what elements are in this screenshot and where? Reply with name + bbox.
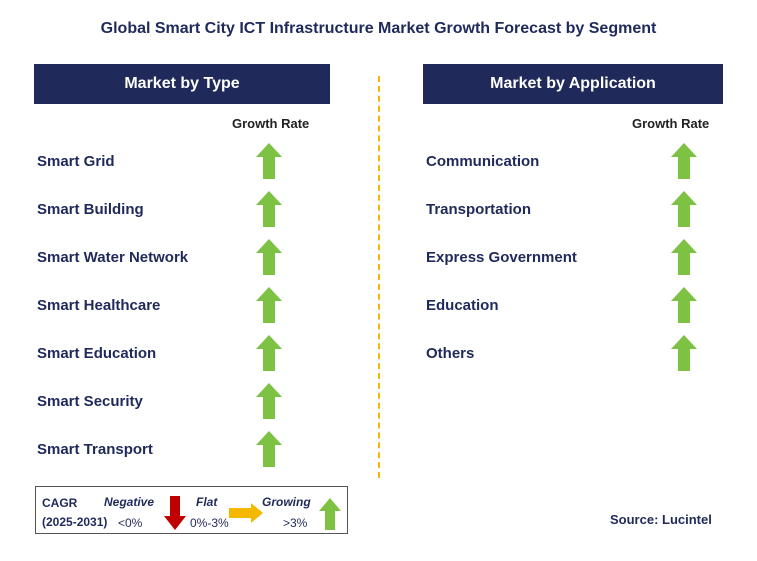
up-arrow-icon	[256, 335, 282, 371]
legend-growing-label: Growing	[262, 495, 311, 509]
up-arrow-icon	[256, 431, 282, 467]
page-title: Global Smart City ICT Infrastructure Mar…	[100, 20, 657, 37]
application-header: Market by Application	[423, 64, 723, 104]
column-divider	[378, 76, 380, 478]
up-arrow-icon	[256, 383, 282, 419]
up-arrow-icon	[671, 335, 697, 371]
type-row-label: Smart Transport	[37, 441, 153, 458]
cagr-legend: CAGR (2025-2031) Negative <0% Flat 0%-3%…	[35, 486, 348, 534]
application-row-label: Express Government	[426, 249, 577, 266]
application-row-label: Others	[426, 345, 475, 362]
type-header: Market by Type	[34, 64, 330, 104]
up-arrow-icon	[256, 143, 282, 179]
type-header-label: Market by Type	[124, 75, 240, 92]
type-row-label: Smart Grid	[37, 153, 115, 170]
application-row-label: Education	[426, 297, 499, 314]
application-growth-rate-label: Growth Rate	[632, 116, 710, 131]
type-row-label: Smart Education	[37, 345, 157, 362]
up-arrow-icon	[671, 239, 697, 275]
source-note: Source: Lucintel	[610, 512, 712, 527]
type-row-label: Smart Building	[37, 201, 144, 218]
legend-negative-label: Negative	[104, 495, 155, 509]
legend-negative-range: <0%	[118, 516, 143, 530]
type-growth-rate-label: Growth Rate	[232, 116, 310, 131]
type-row-label: Smart Water Network	[37, 249, 189, 266]
right-arrow-icon	[229, 503, 263, 523]
legend-growing-range: >3%	[283, 516, 308, 530]
application-header-label: Market by Application	[490, 75, 656, 92]
legend-flat-range: 0%-3%	[190, 516, 229, 530]
up-arrow-icon	[319, 498, 341, 530]
type-row-label: Smart Security	[37, 393, 143, 410]
application-row-label: Transportation	[426, 201, 532, 218]
application-row-label: Communication	[426, 153, 540, 170]
type-row-label: Smart Healthcare	[37, 297, 161, 314]
down-arrow-icon	[164, 496, 186, 530]
up-arrow-icon	[671, 143, 697, 179]
up-arrow-icon	[256, 287, 282, 323]
up-arrow-icon	[256, 191, 282, 227]
legend-flat-label: Flat	[196, 495, 218, 509]
up-arrow-icon	[671, 191, 697, 227]
up-arrow-icon	[256, 239, 282, 275]
legend-cagr-label: CAGR	[42, 496, 78, 510]
up-arrow-icon	[671, 287, 697, 323]
legend-period: (2025-2031)	[42, 515, 108, 529]
